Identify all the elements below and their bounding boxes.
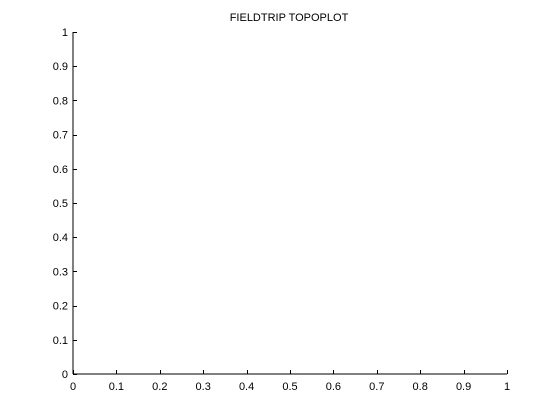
x-tick-label: 0.9 <box>456 381 471 393</box>
x-tick-label: 0.1 <box>109 381 124 393</box>
x-tick-label: 0 <box>70 381 76 393</box>
y-tick-label: 0.7 <box>53 130 68 142</box>
y-tick-label: 0.6 <box>53 164 68 176</box>
x-tick-label: 0.5 <box>282 381 297 393</box>
x-tick-label: 0.7 <box>369 381 384 393</box>
y-tick-label: 0.8 <box>53 95 68 107</box>
x-tick-label: 0.2 <box>152 381 167 393</box>
axes: 0 0.1 0.2 0.3 0.4 0.5 0.6 0.7 0.8 0.9 1 0 0.1 0.2 0.3 0… <box>53 27 510 393</box>
y-tick-label: 0.4 <box>53 232 68 244</box>
y-tick-label: 0.9 <box>53 61 68 73</box>
y-tick-label: 1 <box>62 27 68 39</box>
x-tick-label: 0.6 <box>326 381 341 393</box>
x-tick-label: 1 <box>504 381 510 393</box>
y-tick-label: 0.5 <box>53 198 68 210</box>
y-tick-label: 0.2 <box>53 301 68 313</box>
x-tick-label: 0.3 <box>196 381 211 393</box>
y-tick-label: 0.1 <box>53 335 68 347</box>
x-tick-label: 0.4 <box>239 381 254 393</box>
x-tick-label: 0.8 <box>413 381 428 393</box>
y-tick-label: 0 <box>62 369 68 381</box>
y-tick-label: 0.3 <box>53 266 68 278</box>
chart-title: FIELDTRIP TOPOPLOT <box>230 12 349 24</box>
